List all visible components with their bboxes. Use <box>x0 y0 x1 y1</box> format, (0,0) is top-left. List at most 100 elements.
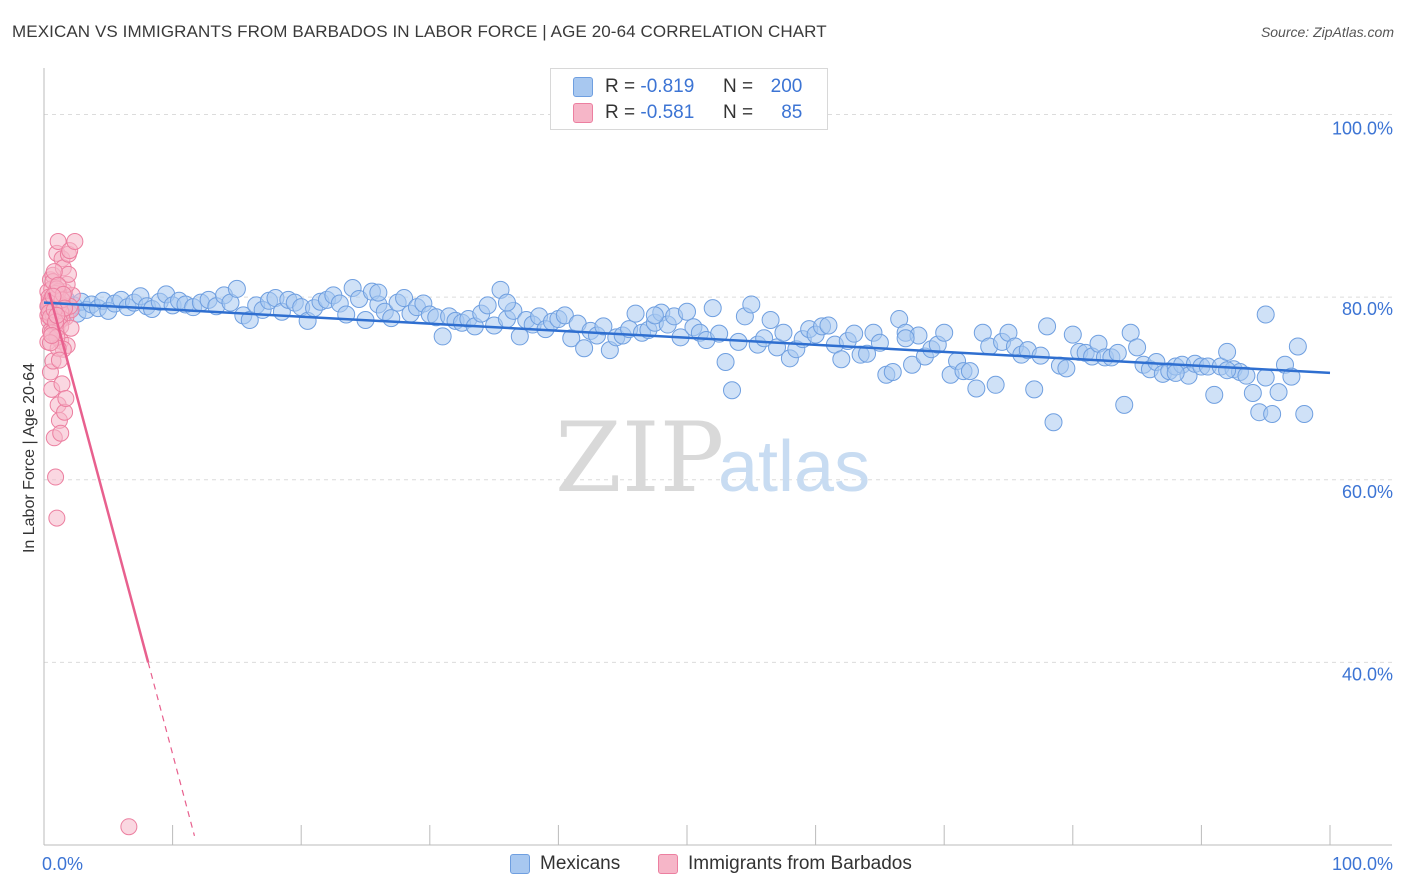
mexicans-point <box>478 296 497 315</box>
barbados-point <box>52 424 70 442</box>
legend-r-label: R = <box>605 102 636 123</box>
mexicans-point <box>1108 343 1127 362</box>
mexicans-point <box>967 379 986 398</box>
mexicans-point <box>626 304 645 323</box>
mexicans-point <box>227 279 246 298</box>
barbados-point <box>47 468 65 486</box>
bottom-swatch-barbados <box>658 854 678 874</box>
mexicans-point <box>555 306 574 325</box>
mexicans-point <box>510 327 529 346</box>
y-tick-label: 100.0% <box>1332 119 1393 139</box>
mexicans-point <box>1128 338 1147 357</box>
barbados-point <box>53 375 71 393</box>
barbados-trend-line <box>47 292 150 663</box>
mexicans-point <box>1288 337 1307 356</box>
tick-labels: 100.0% 80.0% 60.0% 40.0% 0.0% 100.0% <box>42 119 1393 874</box>
barbados-point <box>66 232 84 250</box>
source-label: Source: ZipAtlas.com <box>1260 24 1394 40</box>
mexicans-point <box>369 283 388 302</box>
watermark-zip: ZIP <box>555 402 724 514</box>
mexicans-point <box>1166 363 1185 382</box>
mexicans-point <box>832 350 851 369</box>
bottom-swatch-mexicans <box>510 854 530 874</box>
barbados-point <box>43 326 61 344</box>
barbados-point <box>48 509 66 527</box>
mexicans-point <box>678 302 696 321</box>
bottom-legend-label-mexicans: Mexicans <box>540 853 621 874</box>
legend-n-barbados: 85 <box>781 102 803 123</box>
mexicans-point <box>896 329 915 348</box>
mexicans-point <box>761 310 780 329</box>
barbados-trend-extension <box>147 662 196 837</box>
legend-n-label: N = <box>722 76 754 97</box>
mexicans-point <box>1218 342 1237 361</box>
barbados-point <box>120 818 138 836</box>
stats-legend: R = -0.819 N = 200 R = -0.581 N = 85 <box>550 68 828 130</box>
mexicans-point <box>1269 383 1288 402</box>
mexicans-point <box>1057 359 1076 378</box>
mexicans-point <box>395 289 414 308</box>
mexicans-point <box>382 309 401 328</box>
mexicans-point <box>742 295 761 314</box>
series-barbados <box>39 232 138 836</box>
chart-title: MEXICAN VS IMMIGRANTS FROM BARBADOS IN L… <box>12 22 827 41</box>
mexicans-point <box>774 323 793 342</box>
mexicans-point <box>883 363 902 382</box>
y-tick-label: 60.0% <box>1342 482 1393 502</box>
mexicans-point <box>1038 317 1057 336</box>
mexicans-point <box>433 327 452 346</box>
mexicans-point <box>1025 380 1044 399</box>
legend-row-barbados: R = -0.581 N = 85 <box>573 100 802 126</box>
barbados-point <box>57 389 75 407</box>
mexicans-point <box>594 317 613 336</box>
mexicans-point <box>1063 325 1082 344</box>
mexicans-point <box>1282 367 1301 386</box>
mexicans-point <box>935 323 954 342</box>
mexicans-point <box>819 316 838 335</box>
bottom-legend-label-barbados: Immigrants from Barbados <box>688 853 912 874</box>
legend-swatch-barbados <box>573 103 593 123</box>
mexicans-point <box>575 339 594 358</box>
mexicans-point <box>497 293 516 312</box>
mexicans-point <box>1263 405 1282 424</box>
bottom-legend-mexicans: Mexicans <box>510 852 620 876</box>
gridlines <box>44 114 1392 663</box>
mexicans-point <box>1295 405 1314 424</box>
barbados-point <box>49 232 67 250</box>
mexicans-point <box>723 381 742 400</box>
bottom-legend-barbados: Immigrants from Barbados <box>658 852 912 876</box>
mexicans-point <box>645 306 664 325</box>
legend-r-label: R = <box>605 76 636 97</box>
legend-n-label: N = <box>722 102 754 123</box>
mexicans-point <box>710 324 729 343</box>
x-tick-label: 100.0% <box>1332 854 1393 874</box>
mexicans-point <box>1256 305 1275 324</box>
trend-lines <box>43 292 1331 837</box>
mexicans-trend-line <box>43 301 1331 375</box>
mexicans-point <box>986 375 1005 394</box>
mexicans-point <box>1243 384 1262 403</box>
x-tick-label: 0.0% <box>42 854 83 874</box>
barbados-point <box>62 319 80 337</box>
y-tick-label: 40.0% <box>1342 664 1393 684</box>
mexicans-point <box>1044 413 1063 432</box>
y-axis-label: In Labor Force | Age 20-64 <box>21 362 38 554</box>
mexicans-point <box>903 355 922 374</box>
legend-r-barbados: -0.581 <box>640 102 695 123</box>
mexicans-point <box>1218 361 1237 380</box>
mexicans-point <box>716 352 735 371</box>
mexicans-point <box>1115 395 1134 414</box>
watermark-atlas: atlas <box>718 427 870 507</box>
mexicans-point <box>960 362 979 381</box>
mexicans-point <box>858 344 877 363</box>
legend-swatch-mexicans <box>573 77 593 97</box>
legend-n-mexicans: 200 <box>770 76 803 97</box>
mexicans-point <box>845 324 864 343</box>
legend-row-mexicans: R = -0.819 N = 200 <box>573 74 802 100</box>
y-tick-label: 80.0% <box>1342 299 1393 319</box>
legend-r-mexicans: -0.819 <box>640 76 695 97</box>
axes <box>43 68 1392 846</box>
mexicans-point <box>1256 368 1275 387</box>
mexicans-point <box>1205 385 1224 404</box>
